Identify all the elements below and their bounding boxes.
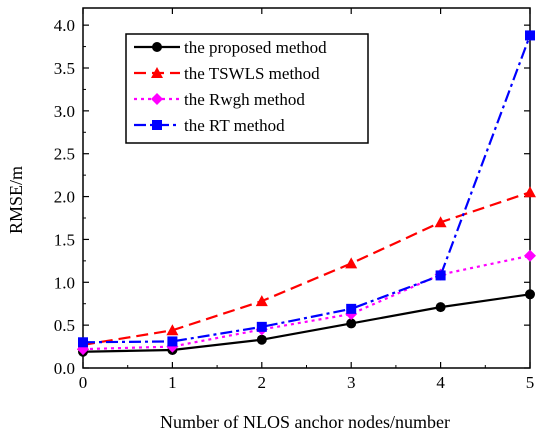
data-point: [256, 334, 267, 345]
data-point: [524, 249, 536, 262]
data-point: [78, 337, 88, 348]
y-tick-label: 2.5: [54, 145, 75, 164]
axis-ticks: 0 1 2 3 4 5 0.0 0.5 1.0 1.5 2.0 2.5 3.0 3.5 4.0: [54, 8, 535, 392]
legend-entry: the proposed method: [134, 38, 327, 57]
data-point: [256, 321, 267, 332]
legend: the proposed method the TSWLS method the R…: [125, 33, 369, 144]
y-tick-label: 3.5: [54, 59, 75, 78]
x-tick-label: 2: [258, 373, 267, 392]
legend-entry: the RT method: [134, 116, 285, 135]
data-point: [167, 336, 178, 347]
y-tick-label: 2.0: [54, 188, 75, 207]
legend-label: the TSWLS method: [184, 64, 320, 83]
data-point: [345, 257, 358, 269]
legend-marker: [152, 120, 162, 130]
data-point: [525, 289, 535, 300]
data-point: [255, 295, 268, 307]
y-tick-label: 0.5: [54, 316, 75, 335]
data-point: [435, 270, 446, 281]
data-point: [166, 324, 179, 336]
x-tick-label: 0: [79, 373, 88, 392]
data-point: [525, 30, 535, 41]
legend-label: the Rwgh method: [184, 90, 305, 109]
y-tick-label: 4.0: [54, 16, 75, 35]
x-tick-label: 4: [436, 373, 445, 392]
series-line: [82, 293, 531, 353]
y-tick-label: 1.5: [54, 230, 75, 249]
data-point: [435, 302, 446, 313]
y-tick-label: 3.0: [54, 102, 75, 121]
x-tick-label: 5: [526, 373, 535, 392]
y-tick-label: 0.0: [54, 359, 75, 378]
data-point: [346, 303, 357, 314]
series-layer: [77, 30, 536, 357]
y-tick-label: 1.0: [54, 273, 75, 292]
legend-entry: the Rwgh method: [134, 90, 305, 109]
legend-label: the proposed method: [184, 38, 327, 57]
x-tick-label: 1: [168, 373, 177, 392]
legend-marker: [151, 67, 163, 78]
data-point: [434, 216, 447, 228]
legend-label: the RT method: [184, 116, 285, 135]
legend-marker: [151, 93, 163, 105]
series-line: [82, 191, 531, 346]
data-point: [524, 186, 536, 198]
data-point: [346, 318, 357, 329]
series-1: [77, 186, 536, 350]
y-axis-title: RMSE/m: [6, 166, 26, 234]
legend-marker: [152, 42, 162, 52]
x-axis-title: Number of NLOS anchor nodes/number: [160, 412, 450, 432]
series-3: [78, 30, 535, 348]
series-line: [82, 35, 532, 344]
series-line: [82, 254, 531, 351]
legend-entry: the TSWLS method: [134, 64, 320, 83]
x-tick-label: 3: [347, 373, 356, 392]
